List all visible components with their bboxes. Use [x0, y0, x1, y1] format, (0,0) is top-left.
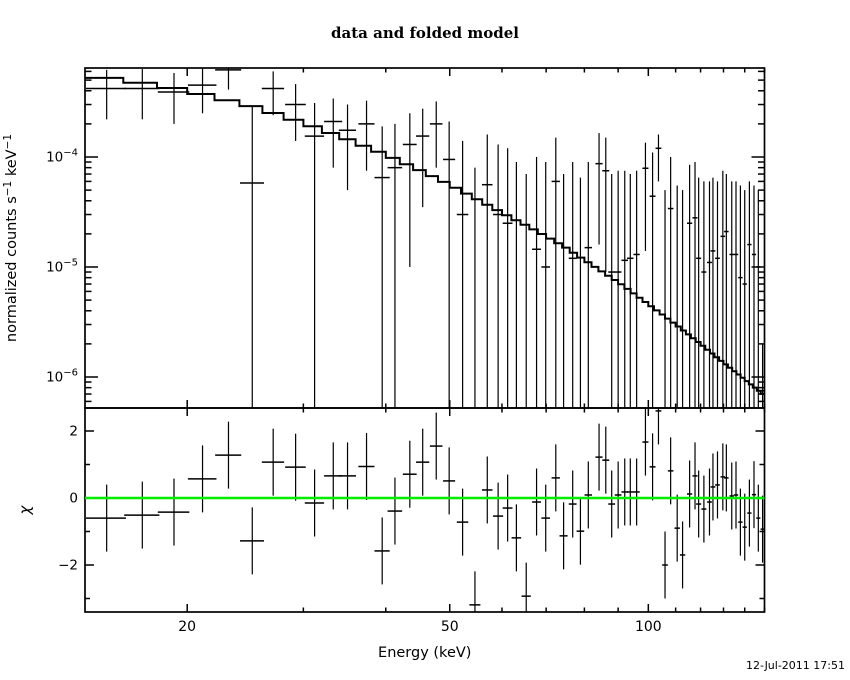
- chi-tick-label: −2: [58, 558, 78, 574]
- y-tick-label: 10−6: [46, 368, 78, 386]
- x-tick-label: 100: [635, 619, 662, 635]
- spectrum-data-points: [86, 68, 765, 408]
- chi-tick-label: 2: [69, 424, 78, 440]
- y-tick-label: 10−5: [46, 258, 78, 276]
- plot-title: data and folded model: [331, 24, 519, 42]
- y-axis-label: normalized counts s−1 keV−1: [2, 134, 20, 342]
- y-tick-label: 10−4: [46, 148, 78, 166]
- timestamp: 12-Jul-2011 17:51: [745, 659, 845, 672]
- chi-tick-label: 0: [69, 491, 78, 507]
- plot-frame: [84, 67, 766, 613]
- residual-data-points: [86, 408, 765, 612]
- axis-titles: Energy (keV) normalized counts s−1 keV−1 χ: [2, 134, 471, 661]
- model-line: [85, 76, 765, 395]
- axis-ticks: [85, 68, 766, 612]
- model-histogram: [85, 76, 765, 395]
- x-tick-label: 20: [178, 619, 196, 635]
- x-tick-label: 50: [441, 619, 459, 635]
- x-axis-label: Energy (keV): [378, 645, 471, 661]
- chi-axis-label: χ: [16, 504, 34, 515]
